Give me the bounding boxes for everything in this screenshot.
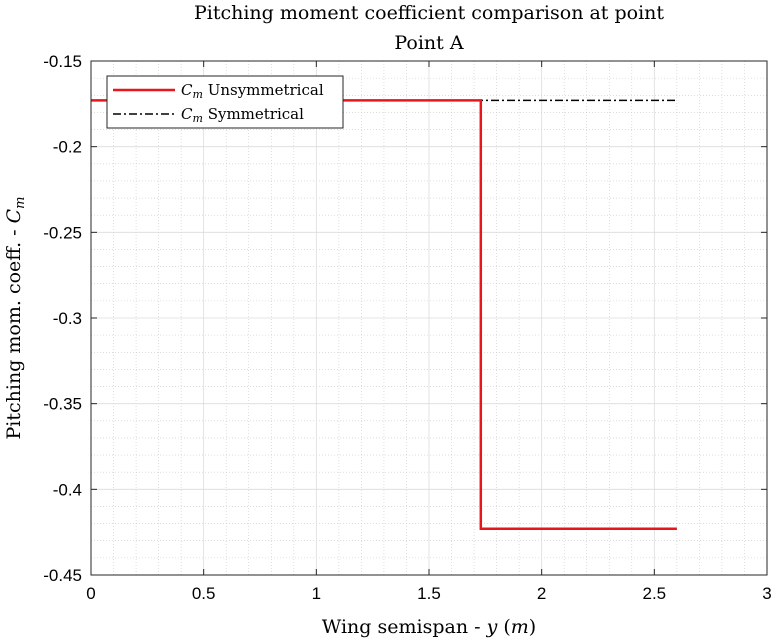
x-tick-label: 1.5 bbox=[417, 584, 441, 603]
grid bbox=[91, 61, 767, 575]
y-tick-label: -0.3 bbox=[53, 309, 82, 328]
legend-label-unsymmetrical: Cm Unsymmetrical bbox=[181, 81, 324, 101]
x-tick-label: 3 bbox=[762, 584, 771, 603]
legend-box bbox=[106, 75, 344, 129]
chart-title: Pitching moment coefficient comparison a… bbox=[194, 2, 664, 24]
legend: Cm Unsymmetrical Cm Symmetrical bbox=[106, 75, 344, 129]
x-tick-label: 2 bbox=[537, 584, 546, 603]
y-tick-label: -0.4 bbox=[53, 480, 82, 499]
x-tick-label: 0 bbox=[86, 584, 95, 603]
y-tick-label: -0.25 bbox=[43, 223, 82, 242]
chart-subtitle: Point A bbox=[394, 32, 463, 54]
x-tick-label: 2.5 bbox=[643, 584, 667, 603]
y-tick-label: -0.45 bbox=[43, 566, 82, 585]
y-axis-label: Pitching mom. coeff. - Cm bbox=[3, 197, 28, 440]
legend-label-symmetrical: Cm Symmetrical bbox=[181, 105, 304, 125]
x-axis-label: Wing semispan - y (m) bbox=[322, 616, 536, 638]
x-tick-label: 1 bbox=[312, 584, 321, 603]
x-tick-label: 0.5 bbox=[192, 584, 216, 603]
ticks: 0 0.5 1 1.5 2 2.5 3 -0.45 -0.4 -0.35 -0.3 -0.25 -0.2… bbox=[43, 52, 771, 603]
y-tick-label: -0.35 bbox=[43, 395, 82, 414]
y-tick-label: -0.2 bbox=[53, 138, 82, 157]
y-tick-label: -0.15 bbox=[43, 52, 82, 71]
